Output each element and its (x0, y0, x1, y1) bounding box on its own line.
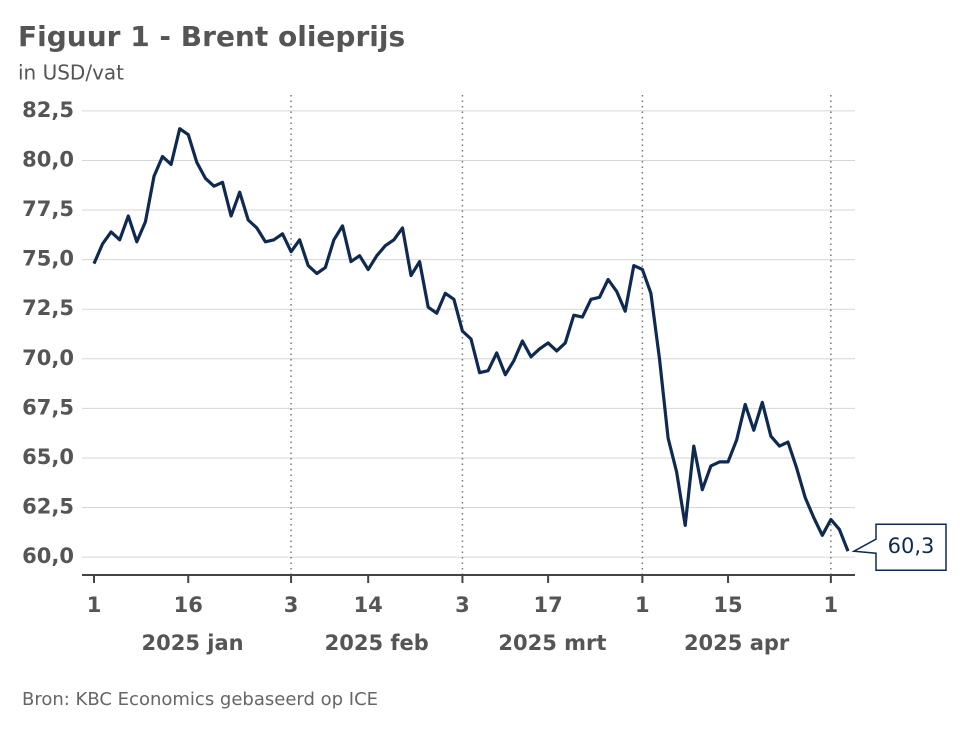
x-tick-label: 3 (455, 593, 470, 617)
callout-box (851, 523, 947, 571)
y-tick-label: 72,5 (22, 296, 74, 320)
value-label: 60,3 (888, 534, 935, 558)
x-tick-label: 1 (87, 593, 102, 617)
y-tick-label: 67,5 (22, 395, 74, 419)
chart-subtitle: in USD/vat (18, 61, 124, 85)
x-group-label: 2025 apr (684, 631, 790, 655)
y-tick-label: 65,0 (22, 445, 74, 469)
x-group-label: 2025 mrt (498, 631, 606, 655)
x-tick-label: 3 (284, 593, 299, 617)
y-tick-label: 80,0 (22, 147, 74, 171)
chart-title: Figuur 1 - Brent olieprijs (18, 20, 405, 53)
y-tick-label: 75,0 (22, 247, 74, 271)
price-line (92, 127, 850, 552)
x-group-label: 2025 jan (141, 631, 243, 655)
y-tick-label: 77,5 (22, 197, 74, 221)
x-tick-label: 15 (713, 593, 742, 617)
x-group-label: 2025 feb (325, 631, 429, 655)
x-tick-label: 14 (354, 593, 383, 617)
y-tick-label: 70,0 (22, 346, 74, 370)
x-tick-label: 17 (533, 593, 562, 617)
x-tick-label: 1 (635, 593, 650, 617)
y-tick-label: 60,0 (22, 544, 74, 568)
source: Bron: KBC Economics gebaseerd op ICE (22, 689, 378, 710)
x-tick-label: 1 (824, 593, 839, 617)
y-tick-label: 82,5 (22, 98, 74, 122)
y-tick-label: 62,5 (22, 495, 74, 519)
x-tick-label: 16 (174, 593, 203, 617)
